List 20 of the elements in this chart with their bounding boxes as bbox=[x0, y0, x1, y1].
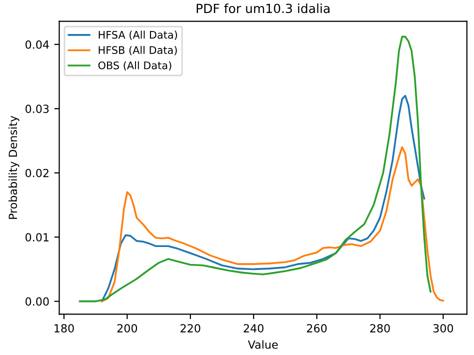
legend-label: HFSB (All Data) bbox=[98, 46, 177, 56]
chart-title: PDF for um10.3 idalia bbox=[196, 3, 330, 14]
line-series bbox=[101, 94, 426, 302]
x-tick-label: 260 bbox=[307, 324, 327, 332]
x-tick-label: 180 bbox=[54, 324, 74, 332]
y-tick-label: 0.04 bbox=[26, 40, 49, 49]
x-axis-title: Value bbox=[248, 340, 278, 349]
x-tick-label: 240 bbox=[244, 324, 264, 332]
y-tick-label: 0.01 bbox=[26, 233, 48, 242]
y-tick-label: 0.02 bbox=[26, 168, 48, 178]
legend-label: OBS (All Data) bbox=[98, 61, 172, 71]
y-axis-title: Probability Density bbox=[8, 116, 20, 219]
y-tick-label: 0.00 bbox=[26, 297, 49, 306]
x-tick-label: 220 bbox=[180, 324, 200, 332]
x-tick-label: 200 bbox=[117, 324, 138, 332]
x-tick-label: 300 bbox=[433, 324, 454, 332]
line-series bbox=[101, 146, 444, 302]
legend-label: HFSA (All Data) bbox=[98, 30, 178, 40]
x-tick-label: 280 bbox=[370, 324, 390, 332]
y-tick-label: 0.03 bbox=[26, 104, 49, 114]
